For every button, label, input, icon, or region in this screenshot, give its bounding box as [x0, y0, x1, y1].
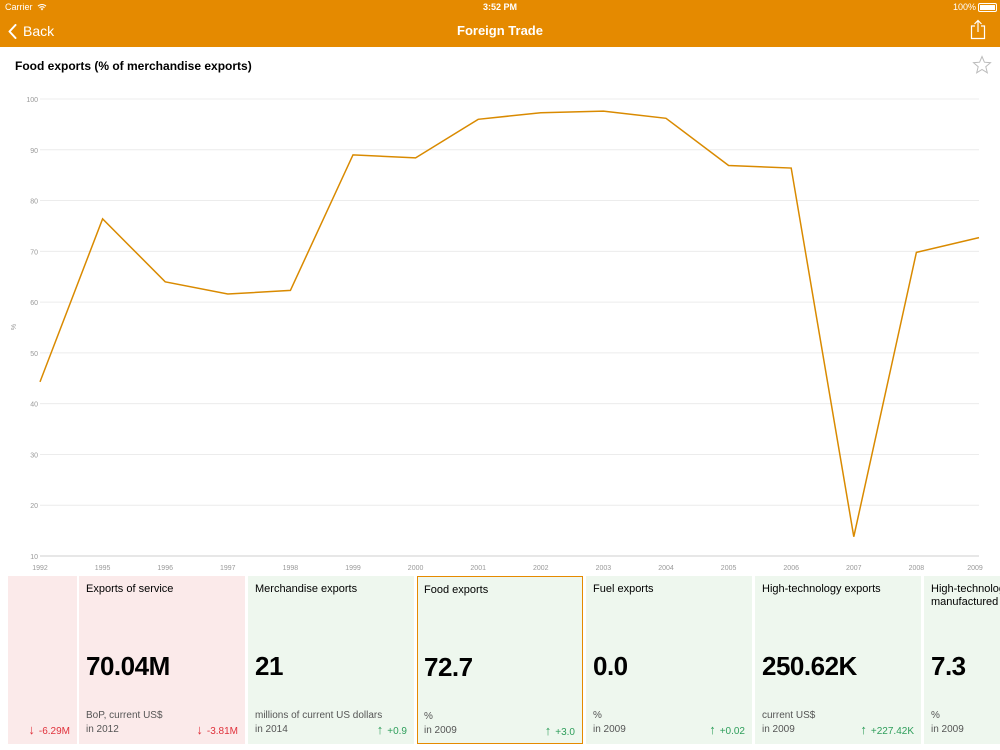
card-change-value: +3.0 — [555, 727, 575, 738]
card-title: Merchandise exports — [255, 583, 358, 595]
indicator-card[interactable]: Fuel exports 0.0% in 2009 ↑ +0.02 — [586, 576, 752, 744]
y-tick-label: 60 — [30, 300, 38, 307]
indicator-card[interactable]: Food exports 72.7% in 2009 ↑ +3.0 — [417, 576, 583, 744]
y-axis-label: % — [11, 324, 18, 330]
x-tick-label: 2008 — [909, 565, 925, 572]
card-value: 7.3 — [931, 651, 966, 681]
series-line — [39, 110, 980, 537]
y-tick-label: 40 — [30, 402, 38, 409]
card-change: ↑ +3.0 — [545, 723, 575, 738]
battery-icon — [978, 3, 997, 12]
indicator-card[interactable]: High-technology exports 250.62K current US… — [755, 576, 921, 744]
card-value: 70.04M — [86, 651, 170, 681]
card-title: Fuel exports — [593, 583, 654, 595]
card-year: in 2009 — [424, 725, 457, 736]
arrow-down-icon: ↓ — [196, 722, 203, 737]
carrier-label: Carrier — [5, 2, 33, 12]
card-year: in 2009 — [762, 724, 795, 735]
back-label: Back — [23, 23, 55, 39]
x-tick-label: 2009 — [967, 565, 983, 572]
x-tick-label: 1999 — [345, 565, 361, 572]
card-value: 21 — [255, 651, 283, 681]
card-unit: % — [424, 711, 433, 722]
card-year: in 2009 — [593, 724, 626, 735]
card-change-value: +0.9 — [387, 726, 407, 737]
x-tick-label: 1998 — [283, 565, 299, 572]
indicator-card[interactable]: ↓ -6.29M — [8, 576, 77, 744]
card-unit: % — [931, 710, 940, 721]
navigation-bar: Carrier 3:52 PM 100% Back Foreign Trade — [0, 0, 1000, 47]
card-change: ↑ +227.42K — [860, 722, 914, 737]
x-tick-label: 2004 — [658, 565, 674, 572]
page-title: Foreign Trade — [457, 23, 543, 38]
indicator-card[interactable]: Merchandise exports 21 millions of current… — [248, 576, 414, 744]
favorite-star-icon[interactable] — [972, 55, 992, 75]
x-tick-label: 2006 — [783, 565, 799, 572]
card-year: in 2012 — [86, 724, 119, 735]
card-title: Food exports — [424, 584, 489, 596]
card-unit: current US$ — [762, 710, 816, 721]
indicator-card[interactable]: Exports of service 70.04M BoP, current US$… — [79, 576, 245, 744]
card-value: 72.7 — [424, 652, 473, 682]
back-button[interactable]: Back — [8, 21, 54, 41]
card-unit: millions of current US dollars — [255, 710, 383, 721]
y-tick-label: 20 — [30, 503, 38, 510]
card-change: ↑ +0.02 — [709, 722, 745, 737]
arrow-down-icon: ↓ — [28, 722, 35, 737]
card-year: in 2014 — [255, 724, 288, 735]
y-tick-label: 100 — [26, 97, 38, 104]
card-change: ↓ -6.29M — [28, 722, 70, 737]
arrow-up-icon: ↑ — [709, 722, 716, 737]
line-chart: 10 20 30 40 50 60 70 80 90 100% 1992 1995 1996 1997 19… — [11, 97, 983, 572]
x-tick-label: 2002 — [533, 565, 549, 572]
card-title: Exports of service — [86, 583, 174, 595]
card-change-value: +0.02 — [719, 726, 745, 737]
battery-percent: 100% — [952, 2, 976, 12]
card-value: 0.0 — [593, 651, 628, 681]
x-tick-label: 2003 — [596, 565, 612, 572]
card-change: ↑ +0.9 — [377, 722, 407, 737]
card-change-value: -6.29M — [38, 726, 70, 737]
chevron-left-icon — [8, 23, 17, 39]
y-tick-label: 50 — [30, 351, 38, 358]
wifi-icon — [37, 4, 47, 11]
card-title: High-technology exports (% of manufactur… — [931, 583, 1000, 608]
share-icon[interactable] — [970, 19, 986, 40]
x-tick-label: 2005 — [721, 565, 737, 572]
card-change-value: -3.81M — [206, 726, 238, 737]
indicator-cards: ↓ -6.29M Exports of service 70.04M BoP, curr… — [0, 576, 1000, 746]
y-tick-label: 10 — [30, 554, 38, 561]
card-change: ↓ -3.81M — [196, 722, 238, 737]
arrow-up-icon: ↑ — [544, 723, 552, 738]
card-title: High-technology exports — [762, 583, 881, 595]
card-change-value: +227.42K — [870, 726, 914, 737]
card-year: in 2009 — [931, 724, 964, 735]
y-tick-label: 30 — [30, 452, 38, 459]
card-value: 250.62K — [762, 651, 857, 681]
x-tick-label: 2001 — [470, 565, 486, 572]
indicator-card[interactable]: High-technology exports (% of manufactur… — [924, 576, 1000, 744]
arrow-up-icon: ↑ — [376, 722, 384, 737]
x-tick-label: 2000 — [408, 565, 424, 572]
x-tick-label: 1997 — [220, 565, 236, 572]
clock: 3:52 PM — [482, 2, 517, 12]
y-tick-label: 70 — [30, 249, 38, 256]
card-unit: BoP, current US$ — [86, 710, 163, 721]
chart-title: Food exports (% of merchandise exports) — [15, 59, 252, 73]
y-tick-label: 90 — [30, 148, 38, 155]
arrow-up-icon: ↑ — [860, 722, 867, 737]
y-tick-label: 80 — [30, 199, 38, 206]
x-tick-label: 1992 — [32, 565, 48, 572]
x-tick-label: 1995 — [95, 565, 111, 572]
x-tick-label: 2007 — [846, 565, 862, 572]
x-tick-label: 1996 — [157, 565, 173, 572]
card-unit: % — [593, 710, 602, 721]
